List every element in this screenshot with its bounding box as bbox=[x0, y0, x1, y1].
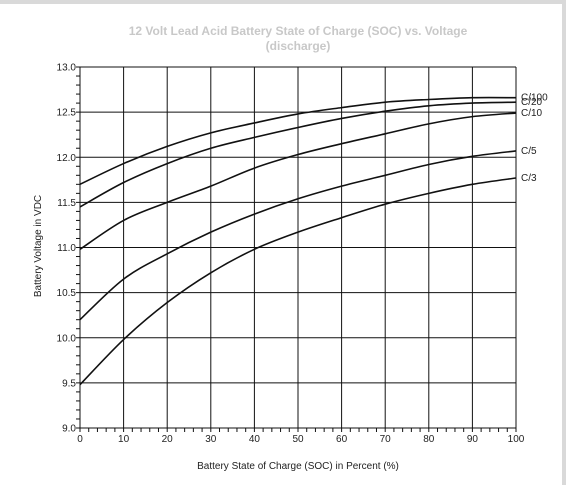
series-label: C/5 bbox=[521, 146, 537, 157]
series-line bbox=[79, 112, 517, 250]
chart-title: 12 Volt Lead Acid Battery State of Charg… bbox=[128, 24, 468, 38]
x-tick-label: 60 bbox=[336, 434, 348, 445]
series-label: C/10 bbox=[521, 108, 543, 119]
x-tick-label: 20 bbox=[162, 434, 174, 445]
x-tick-label: 10 bbox=[118, 434, 130, 445]
x-tick-label: 80 bbox=[423, 434, 435, 445]
chart-subtitle: (discharge) bbox=[265, 39, 331, 53]
y-tick-label: 10.5 bbox=[57, 288, 77, 299]
series-line bbox=[79, 96, 517, 186]
y-axis-label: Battery Voltage in VDC bbox=[33, 195, 44, 297]
series-label: C/20 bbox=[521, 97, 543, 108]
x-axis-label: Battery State of Charge (SOC) in Percent… bbox=[197, 461, 399, 472]
x-tick-label: 30 bbox=[205, 434, 217, 445]
tick-labels: 0 10 20 30 40 50 60 70 80 90 100 9.0 9.5 10.0 10.5 11.0… bbox=[57, 63, 549, 446]
x-tick-label: 40 bbox=[249, 434, 261, 445]
x-tick-label: 90 bbox=[467, 434, 479, 445]
series-line bbox=[79, 150, 517, 321]
series-line bbox=[79, 177, 517, 386]
grid-lines bbox=[79, 66, 517, 429]
y-tick-label: 9.0 bbox=[62, 424, 76, 435]
series-label: C/100 bbox=[521, 93, 548, 104]
series-lines bbox=[79, 96, 517, 386]
y-tick-label: 13.0 bbox=[57, 63, 77, 74]
series-label: C/3 bbox=[521, 173, 537, 184]
y-tick-label: 11.5 bbox=[57, 198, 76, 209]
y-tick-label: 12.0 bbox=[57, 153, 77, 164]
series-line bbox=[79, 101, 517, 208]
y-tick-label: 9.5 bbox=[62, 378, 76, 389]
y-tick-label: 12.5 bbox=[57, 108, 77, 119]
x-tick-label: 70 bbox=[380, 434, 392, 445]
y-tick-label: 10.0 bbox=[57, 333, 77, 344]
x-tick-label: 100 bbox=[508, 434, 525, 445]
y-tick-label: 11.0 bbox=[57, 243, 76, 254]
x-tick-label: 0 bbox=[77, 434, 83, 445]
x-tick-label: 50 bbox=[292, 434, 304, 445]
minor-ticks bbox=[76, 66, 517, 432]
